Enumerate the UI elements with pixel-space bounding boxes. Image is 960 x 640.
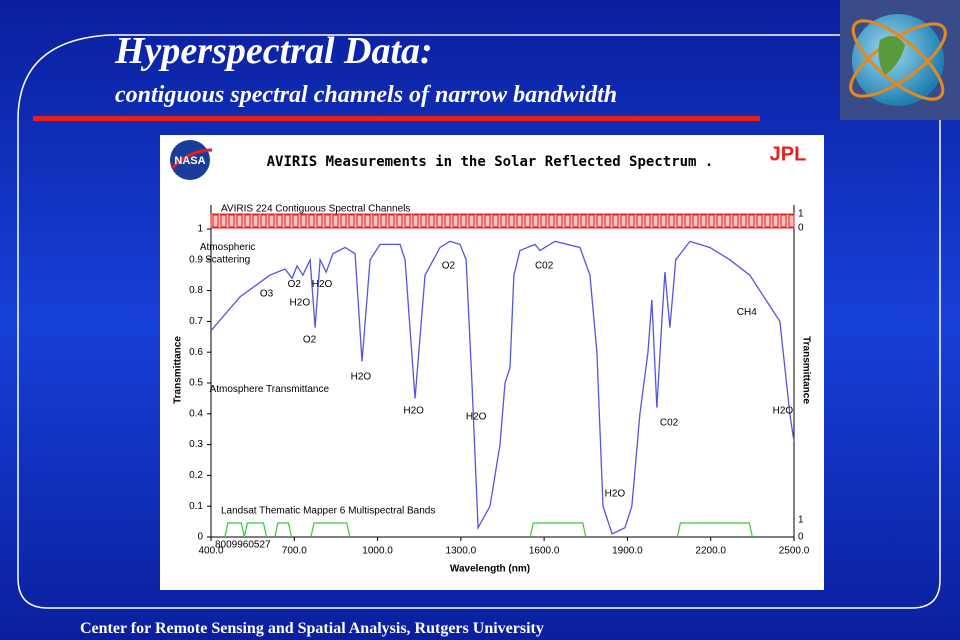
strip-tick-label: 1	[798, 515, 804, 526]
y-tick-label: 0.2	[189, 470, 203, 481]
strip-tick-label: 1	[798, 209, 804, 220]
footer: Center for Remote Sensing and Spatial An…	[80, 620, 544, 637]
x-tick-label: 700.0	[282, 546, 307, 557]
image-id: 8009960527	[215, 540, 271, 551]
y-tick-label: 0.6	[189, 347, 203, 358]
slide-title: Hyperspectral Data:	[114, 30, 433, 72]
y-tick-label: 0.3	[189, 439, 203, 450]
transmittance-line	[210, 240, 795, 535]
nasa-text: NASA	[174, 155, 205, 167]
strip-tick-label: 0	[798, 223, 804, 234]
x-tick-label: 1000.0	[362, 546, 393, 557]
channels-label: AVIRIS 224 Contiguous Spectral Channels	[221, 204, 410, 215]
annotation: Atmosphere Transmittance	[210, 384, 330, 395]
x-tick-label: 400.0	[198, 546, 223, 557]
y-tick-label: 0	[197, 532, 203, 543]
chart-title: AVIRIS Measurements in the Solar Reflect…	[267, 154, 714, 170]
x-tick-label: 1900.0	[612, 546, 643, 557]
title-rule	[33, 116, 760, 121]
annotation: Atmospheric	[200, 242, 256, 253]
y-tick-label: 0.8	[189, 285, 203, 296]
channel-marks	[212, 214, 795, 228]
y-tick-label: 0.1	[189, 501, 203, 512]
annotation: H2O	[773, 405, 794, 416]
annotation: H2O	[605, 489, 626, 500]
slide-subtitle: contiguous spectral channels of narrow b…	[115, 82, 617, 108]
annotation: H2O	[351, 371, 372, 382]
globe-icon	[840, 0, 960, 120]
band	[676, 522, 753, 538]
annotation: Scattering	[205, 254, 250, 265]
band	[529, 522, 587, 538]
band	[224, 522, 245, 538]
frame	[17, 34, 941, 609]
band	[274, 522, 293, 538]
annotation: H2O	[290, 298, 311, 309]
annotation: O3	[260, 288, 274, 299]
bands-label: Landsat Thematic Mapper 6 Multispectral …	[221, 506, 435, 517]
annotation: O2	[303, 335, 317, 346]
annotation: O2	[288, 279, 302, 290]
x-tick-label: 2500.0	[779, 546, 810, 557]
y-tick-label: 0.5	[189, 378, 203, 389]
jpl-logo: JPL	[770, 143, 807, 165]
annotation: C02	[660, 418, 679, 429]
x-axis-label: Wavelength (nm)	[450, 564, 530, 575]
annotation: H2O	[466, 412, 487, 423]
band	[243, 522, 268, 538]
y-tick-label: 0.4	[189, 408, 203, 419]
x-tick-label: 1300.0	[446, 546, 477, 557]
annotation: C02	[535, 261, 554, 272]
chart-area	[160, 135, 824, 590]
x-tick-label: 1600.0	[529, 546, 560, 557]
annotation: O2	[442, 261, 456, 272]
x-tick-label: 2200.0	[695, 546, 726, 557]
y-axis-label: Transmittance	[173, 336, 184, 404]
annotation: H2O	[403, 405, 424, 416]
band	[310, 522, 351, 538]
strip-tick-label: 0	[798, 532, 804, 543]
y-tick-label: 0.7	[189, 316, 203, 327]
y2-axis-label: Transmittance	[800, 336, 811, 404]
nasa-logo: NASA	[170, 140, 213, 180]
y-tick-label: 0.9	[189, 254, 203, 265]
annotation: CH4	[737, 307, 757, 318]
annotation: H2O	[312, 279, 333, 290]
y-tick-label: 1	[197, 224, 203, 235]
